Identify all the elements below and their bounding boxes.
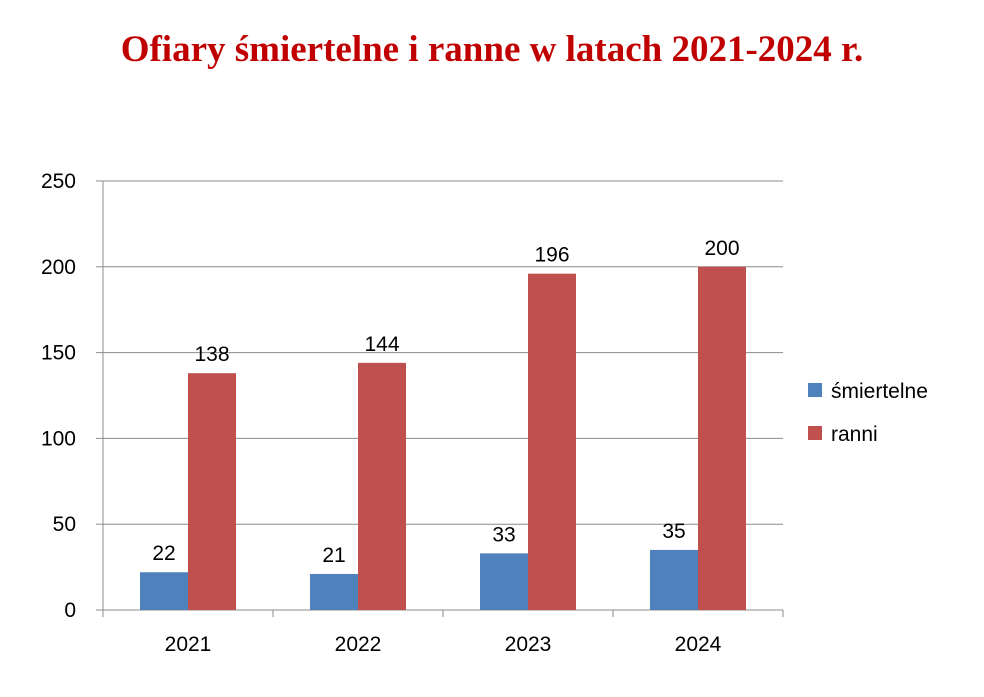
data-label: 35 — [662, 520, 685, 543]
y-tick-label: 150 — [41, 342, 76, 365]
x-tick-label: 2022 — [335, 633, 382, 656]
bar-smiertelne — [140, 572, 188, 610]
bar-smiertelne — [650, 549, 698, 610]
legend-swatch — [808, 426, 822, 440]
bar-smiertelne — [310, 573, 358, 610]
bar-ranni — [528, 273, 576, 610]
data-label: 200 — [704, 237, 739, 260]
legend-label: ranni — [831, 423, 878, 446]
data-label: 144 — [364, 333, 399, 356]
data-label: 33 — [492, 523, 515, 546]
bar-smiertelne — [480, 553, 528, 610]
data-label: 21 — [322, 544, 345, 567]
x-tick-label: 2021 — [165, 633, 212, 656]
bar-ranni — [358, 362, 406, 610]
data-label: 22 — [152, 542, 175, 565]
y-tick-label: 0 — [64, 599, 76, 622]
bar-ranni — [188, 373, 236, 610]
chart-title: Ofiary śmiertelne i ranne w latach 2021-… — [120, 29, 864, 70]
y-tick-label: 50 — [53, 513, 76, 536]
bar-ranni — [698, 266, 746, 610]
data-label: 196 — [534, 244, 569, 267]
legend-label: śmiertelne — [831, 380, 928, 403]
x-tick-label: 2023 — [505, 633, 552, 656]
x-tick-label: 2024 — [675, 633, 722, 656]
data-label: 138 — [194, 343, 229, 366]
y-tick-label: 200 — [41, 256, 76, 279]
y-tick-label: 100 — [41, 427, 76, 450]
y-tick-label: 250 — [41, 170, 76, 193]
legend-swatch — [808, 383, 822, 397]
